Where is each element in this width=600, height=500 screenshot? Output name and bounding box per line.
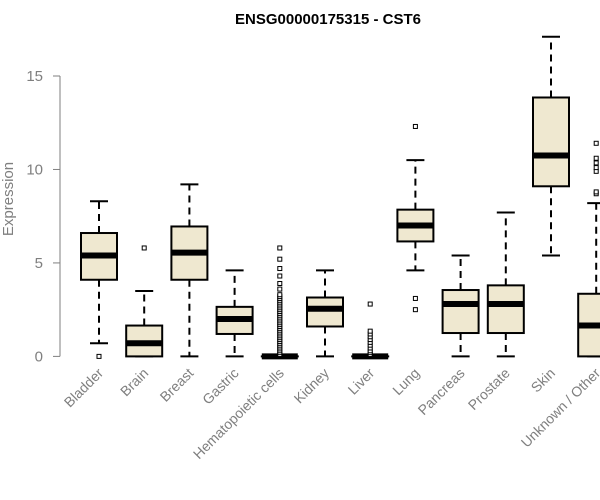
box-iqr	[532, 96, 570, 188]
x-tick-label: Pancreas	[415, 365, 468, 418]
chart-title: ENSG00000175315 - CST6	[235, 11, 421, 28]
outlier-point	[96, 353, 102, 359]
box-iqr	[306, 296, 344, 328]
x-tick-label: Brain	[117, 365, 151, 399]
box-group	[260, 245, 299, 360]
outlier-point	[277, 245, 283, 251]
y-tick-label: 0	[35, 348, 43, 365]
box-group	[125, 245, 164, 358]
outlier-point	[277, 292, 283, 298]
outlier-point	[141, 245, 147, 251]
outlier-point	[277, 266, 283, 272]
outlier-point	[593, 155, 599, 161]
x-tick-label: Bladder	[61, 365, 107, 411]
outlier-point	[412, 307, 418, 313]
box-iqr	[486, 284, 525, 335]
outlier-point	[277, 286, 283, 292]
x-tick-label: Lung	[389, 365, 422, 398]
outlier-point	[593, 165, 599, 171]
box-group	[486, 211, 525, 358]
box-group	[441, 254, 480, 358]
x-tick-label: Liver	[345, 365, 378, 398]
x-tick-label: Prostate	[465, 365, 513, 413]
outlier-point	[277, 273, 283, 279]
x-tick-label: Breast	[157, 365, 197, 405]
box-iqr	[441, 289, 480, 335]
x-tick-label: Unknown / Other	[518, 365, 600, 451]
outlier-point	[367, 301, 373, 307]
x-tick-label: Skin	[528, 365, 559, 396]
y-tick-label: 15	[26, 68, 43, 85]
box-group	[577, 140, 600, 358]
y-tick-label: 10	[26, 161, 43, 178]
outlier-point	[593, 189, 599, 195]
box-group	[306, 269, 344, 358]
y-axis: 0 5 10 15	[26, 68, 61, 365]
box-group	[215, 269, 254, 358]
outlier-point	[412, 295, 418, 301]
outlier-point	[593, 160, 599, 166]
boxes-group	[80, 35, 600, 360]
box-group	[170, 183, 209, 358]
outlier-point	[277, 280, 283, 286]
y-axis-label: Expression	[0, 162, 17, 236]
outlier-point	[277, 256, 283, 262]
box-group	[396, 123, 435, 313]
outlier-point	[412, 123, 418, 129]
x-tick-label: Kidney	[291, 365, 333, 407]
box-group	[532, 35, 570, 257]
box-group	[80, 200, 118, 359]
outlier-point	[367, 328, 373, 334]
y-tick-label: 5	[35, 255, 43, 272]
box-group	[351, 301, 390, 360]
x-tick-label: Gastric	[199, 365, 242, 408]
outlier-point	[593, 140, 599, 146]
